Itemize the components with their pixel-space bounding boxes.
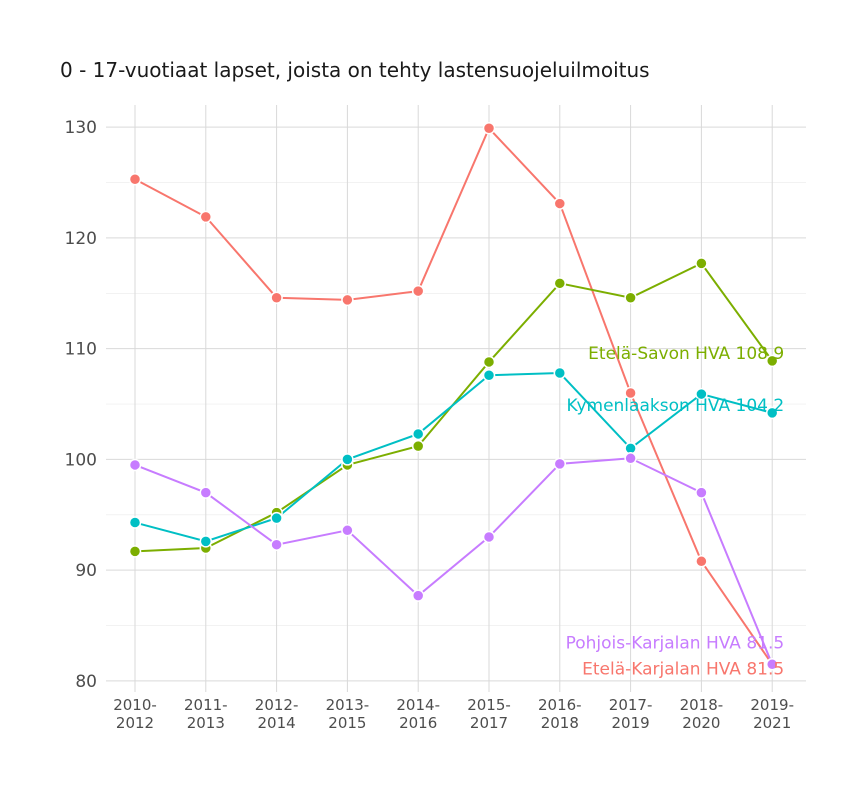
x-tick-label: 2011- [184,696,228,714]
data-point [482,355,496,369]
data-point [128,545,142,558]
x-tick-label: 2017 [470,714,508,732]
data-point [482,122,496,135]
x-axis-ticks: 2010-2012 2011-2013 2012-2014 2013-2015 2014… [113,696,794,732]
x-tick-label: 2010- [113,696,157,714]
series-end-label: Etelä-Karjalan HVA 81.5 [582,659,784,679]
data-point [695,555,708,568]
data-point [553,277,567,290]
x-tick-label: 2014 [258,714,296,732]
data-point [553,366,567,380]
data-point [199,486,213,499]
series-end-labels: Etelä-Karjalan HVA 81.5 Etelä-Savon HVA 1… [566,344,785,679]
x-tick-label: 2017- [609,696,653,714]
series-end-label: Pohjois-Karjalan HVA 81.5 [566,633,785,653]
series-line [134,126,774,665]
x-tick-label: 2016 [399,714,437,732]
data-point [553,197,567,210]
y-axis-ticks: 80 90 100 110 120 130 [65,118,97,692]
series-line [134,372,773,543]
data-point [199,210,213,224]
x-tick-label: 2016- [538,696,582,714]
y-tick-label: 100 [65,450,97,470]
series-end-label: Etelä-Savon HVA 108.9 [588,344,784,364]
x-tick-label: 2020 [682,714,720,732]
x-tick-label: 2013 [187,714,225,732]
y-tick-label: 130 [65,118,97,138]
data-point [765,406,779,420]
chart-title: 0 - 17-vuotiaat lapset, joista on tehty … [60,58,650,82]
data-point [553,457,567,471]
data-point [411,284,425,298]
data-point [624,291,637,304]
data-point [128,516,142,529]
series-points [128,122,779,671]
x-tick-label: 2019 [612,714,650,732]
grid [106,105,806,692]
data-point [695,387,708,401]
y-tick-label: 80 [75,672,97,692]
data-point [695,486,708,499]
data-point [270,511,283,525]
x-tick-label: 2012- [255,696,299,714]
x-tick-label: 2014- [396,696,440,714]
data-point [482,530,496,544]
y-tick-label: 120 [65,229,97,249]
data-point [482,368,496,382]
data-point [341,293,354,307]
y-tick-label: 110 [65,340,97,360]
x-tick-label: 2018 [541,714,579,732]
x-tick-label: 2013- [326,696,370,714]
data-point [411,427,425,441]
data-point [411,589,425,602]
x-tick-label: 2018- [680,696,724,714]
data-point [341,453,354,466]
x-tick-label: 2015- [467,696,511,714]
data-point [624,386,637,400]
series-line [134,457,774,665]
series-lines [134,126,774,665]
y-tick-label: 90 [75,561,97,581]
x-tick-label: 2015 [328,714,366,732]
data-point [624,452,637,465]
x-tick-label: 2021 [753,714,791,732]
x-tick-label: 2012 [116,714,154,732]
data-point [411,439,425,453]
data-point [695,257,708,270]
series-end-label: Kymenlaakson HVA 104.2 [567,396,785,416]
data-point [199,535,213,548]
data-point [341,524,354,537]
data-point [270,291,283,304]
data-point [270,538,283,551]
x-tick-label: 2019- [750,696,794,714]
data-point [128,458,142,472]
data-point [765,658,779,671]
data-point [128,172,142,186]
data-point [765,354,779,368]
